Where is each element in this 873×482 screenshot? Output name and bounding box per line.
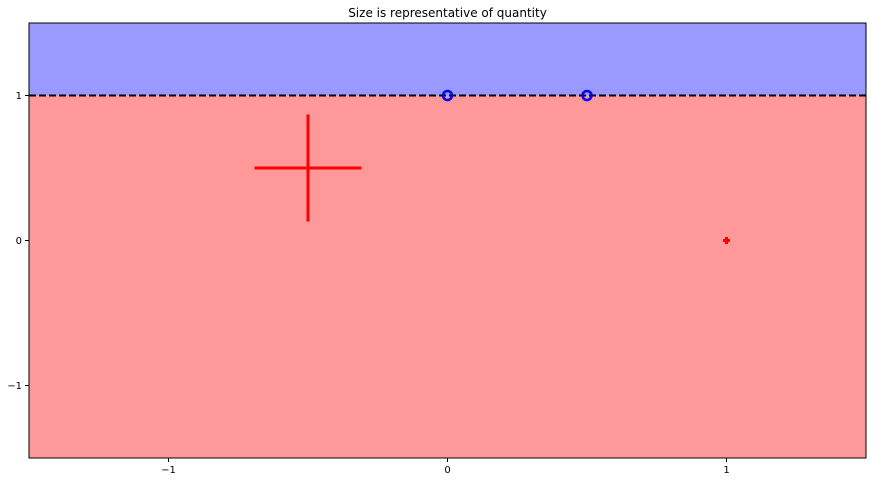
circle-marker bbox=[581, 89, 593, 102]
plus-marker bbox=[254, 114, 362, 222]
x-tick-label: 1 bbox=[723, 465, 729, 476]
y-tick-label: −1 bbox=[7, 381, 22, 392]
plot-background bbox=[29, 23, 866, 458]
points-layer bbox=[254, 89, 730, 244]
chart-title: Size is representative of quantity bbox=[348, 6, 547, 20]
plus-marker bbox=[723, 237, 730, 244]
region-upper bbox=[29, 23, 866, 96]
ticks-layer: −1 0 1 −1 0 1 bbox=[7, 91, 729, 476]
x-tick-label: −1 bbox=[161, 465, 176, 476]
circle-marker bbox=[441, 89, 454, 102]
x-tick-label: 0 bbox=[444, 465, 450, 476]
y-tick-label: 0 bbox=[16, 236, 22, 247]
region-lower bbox=[29, 95, 866, 458]
y-tick-label: 1 bbox=[16, 91, 22, 102]
